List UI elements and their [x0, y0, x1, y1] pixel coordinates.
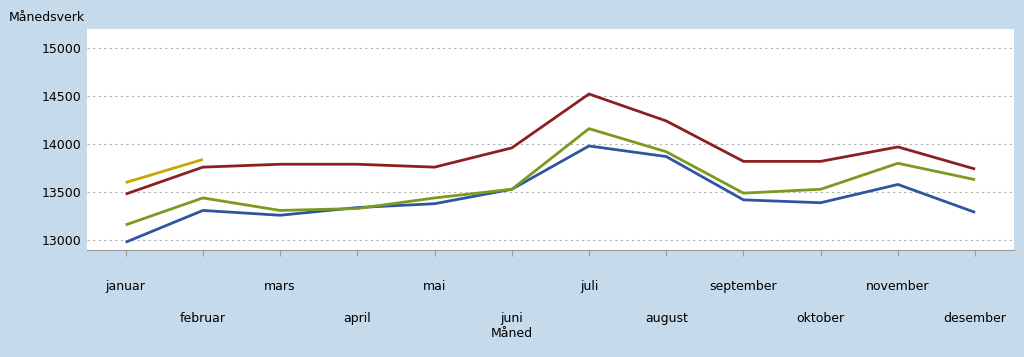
Line: 2015: 2015 [126, 146, 975, 242]
2015 [892, 182, 904, 187]
2015 [274, 213, 287, 217]
Text: november: november [866, 280, 930, 293]
2015 [428, 202, 440, 206]
2015 [737, 198, 750, 202]
Line: 2016: 2016 [126, 129, 975, 225]
2016 [351, 206, 364, 211]
2016 [120, 223, 132, 227]
Text: september: september [710, 280, 777, 293]
Text: Måned: Måned [490, 327, 534, 340]
2015 [120, 240, 132, 244]
2017 [814, 159, 826, 164]
2018 [197, 157, 209, 162]
2016 [506, 187, 518, 191]
2017 [428, 165, 440, 169]
2015 [351, 205, 364, 210]
2015 [506, 187, 518, 191]
2016 [660, 150, 673, 154]
2017 [892, 145, 904, 149]
2017 [660, 119, 673, 123]
2016 [274, 208, 287, 212]
Line: 2018: 2018 [126, 160, 203, 182]
2015 [583, 144, 595, 148]
Text: juli: juli [580, 280, 598, 293]
Text: februar: februar [180, 312, 226, 325]
2018 [120, 180, 132, 185]
Text: Månedsverk: Månedsverk [8, 11, 84, 24]
Text: august: august [645, 312, 688, 325]
Line: 2017: 2017 [126, 94, 975, 194]
2016 [892, 161, 904, 165]
2016 [814, 187, 826, 191]
2016 [737, 191, 750, 195]
2017 [120, 192, 132, 196]
2017 [197, 165, 209, 169]
2016 [428, 196, 440, 200]
Text: mars: mars [264, 280, 296, 293]
2015 [197, 208, 209, 212]
2017 [583, 92, 595, 96]
2017 [737, 159, 750, 164]
2016 [583, 126, 595, 131]
2015 [660, 155, 673, 159]
2015 [814, 201, 826, 205]
2016 [197, 196, 209, 200]
2016 [969, 177, 981, 182]
Text: mai: mai [423, 280, 446, 293]
2015 [969, 210, 981, 215]
2017 [274, 162, 287, 166]
Text: januar: januar [105, 280, 145, 293]
Text: desember: desember [944, 312, 1007, 325]
Text: oktober: oktober [797, 312, 845, 325]
2017 [506, 146, 518, 150]
2017 [351, 162, 364, 166]
Text: april: april [343, 312, 372, 325]
Text: juni: juni [501, 312, 523, 325]
2017 [969, 167, 981, 171]
